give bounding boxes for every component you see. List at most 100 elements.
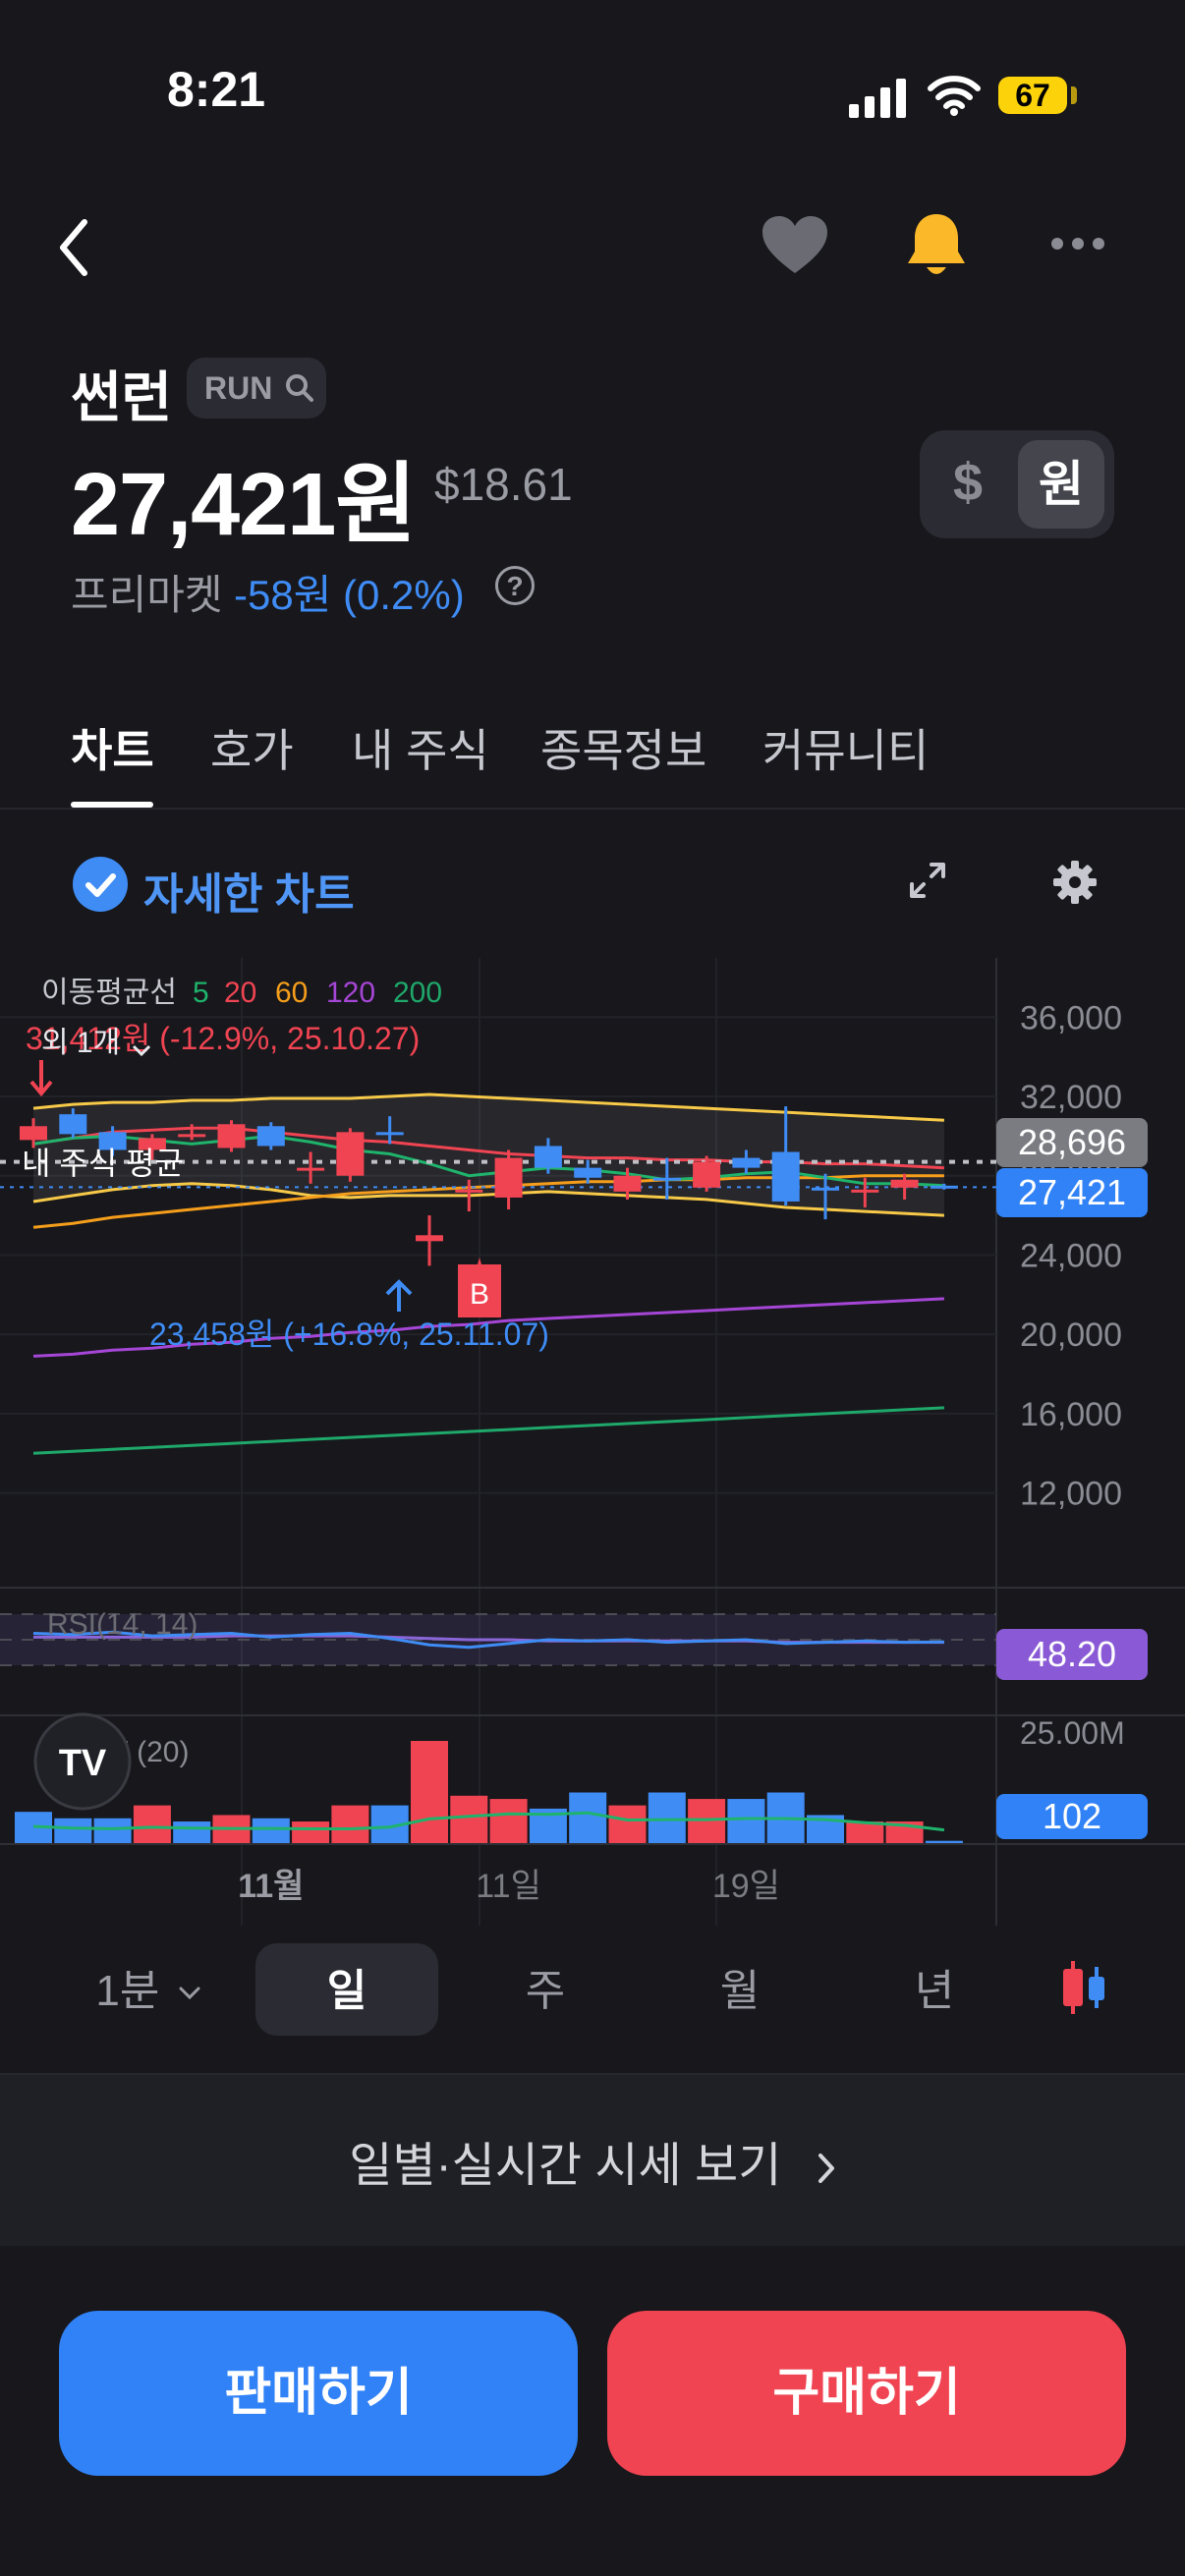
- y-tick-label: 16,000: [1020, 1396, 1122, 1433]
- candle-body: [138, 1138, 166, 1150]
- band-lower-line: [32, 1182, 944, 1217]
- overlay-more-label[interactable]: 외 1개: [41, 1027, 120, 1059]
- buy-button[interactable]: 구매하기: [607, 2311, 1126, 2476]
- timeframe-year[interactable]: 년: [914, 1967, 955, 2015]
- ma-legend-title: 이동평균선: [41, 977, 177, 1009]
- ma-legend-200: 200: [393, 977, 442, 1009]
- current-price-tag: 27,421: [996, 1168, 1148, 1217]
- heart-icon[interactable]: [761, 214, 829, 277]
- timeframe-week[interactable]: 주: [525, 1967, 566, 2015]
- candle-body: [20, 1126, 47, 1141]
- bell-icon[interactable]: [904, 210, 969, 281]
- help-icon[interactable]: ?: [495, 566, 535, 605]
- daily-quotes-link[interactable]: 일별·실시간 시세 보기: [0, 2126, 1185, 2195]
- price-usd: $18.61: [434, 459, 573, 510]
- timeframe-active-bg: [255, 1943, 438, 2036]
- timeframe-minute[interactable]: 1분: [94, 1955, 202, 2018]
- tradingview-logo: TV: [33, 1712, 132, 1811]
- volume-bar: [54, 1818, 92, 1844]
- high-annotation: 31,412원 (-12.9%, 25.10.27): [26, 1021, 420, 1056]
- volume-bar: [411, 1741, 448, 1844]
- check-icon: [85, 873, 116, 897]
- volume-bar: [925, 1840, 963, 1844]
- buy-marker[interactable]: B: [458, 1258, 501, 1317]
- detail-chart-label[interactable]: 자세한 차트: [143, 870, 355, 919]
- ma200-line: [32, 1406, 944, 1455]
- detail-chart-checkbox[interactable]: [73, 857, 128, 912]
- candle-body: [375, 1132, 404, 1136]
- candle-body: [256, 1126, 285, 1147]
- y-tick-label: 36,000: [1020, 999, 1122, 1036]
- timeframe-minute-label: 1분: [95, 1967, 160, 2015]
- candle-body: [494, 1157, 523, 1198]
- tab-stock-info[interactable]: 종목정보: [540, 725, 707, 776]
- candle-body: [613, 1175, 642, 1192]
- volume-bar: [688, 1799, 726, 1844]
- candle-body: [217, 1124, 246, 1148]
- volume-value-tag: 102: [996, 1794, 1148, 1839]
- sell-button[interactable]: 판매하기: [59, 2311, 578, 2476]
- x-tick-label: 11월: [238, 1868, 304, 1905]
- tab-chart[interactable]: 차트: [71, 725, 154, 776]
- daily-quotes-row[interactable]: [0, 2075, 1185, 2246]
- high-arrow-icon: [29, 1060, 53, 1097]
- back-icon[interactable]: [55, 216, 94, 279]
- rsi-label: RSI(14, 14): [47, 1608, 198, 1641]
- currency-dollar-option[interactable]: $: [953, 453, 984, 512]
- price-chart[interactable]: 36,00032,00028,00024,00020,00016,00012,0…: [0, 958, 1185, 1926]
- tradingview-logo-text: TV: [59, 1743, 107, 1784]
- volume-bar: [489, 1799, 528, 1844]
- gear-icon[interactable]: [1051, 859, 1099, 906]
- ma-legend-20: 20: [224, 977, 256, 1009]
- tab-orderbook[interactable]: 호가: [210, 725, 294, 776]
- volume-bar: [846, 1821, 884, 1844]
- volume-bar: [450, 1795, 488, 1844]
- volume-bar: [252, 1818, 290, 1844]
- search-icon: [286, 374, 314, 402]
- status-time: 8:21: [167, 62, 266, 117]
- candle-body: [771, 1151, 800, 1202]
- buy-marker-label: B: [470, 1278, 489, 1311]
- volume-bar: [727, 1799, 765, 1844]
- tab-underline: [71, 802, 153, 808]
- tab-my-stock[interactable]: 내 주식: [352, 725, 489, 776]
- volume-bar: [133, 1805, 171, 1844]
- timeframe-day[interactable]: 일: [326, 1967, 367, 2015]
- y-tick-label: 32,000: [1020, 1079, 1122, 1116]
- battery-indicator: 67: [998, 77, 1067, 114]
- chevron-right-icon: [818, 2154, 834, 2183]
- volume-bar: [569, 1792, 607, 1844]
- candle-body: [416, 1235, 443, 1242]
- expand-icon[interactable]: [908, 861, 947, 900]
- timeframe-month[interactable]: 월: [719, 1967, 761, 2015]
- volume-bar: [292, 1821, 330, 1844]
- volume-axis-label: 25.00M: [1020, 1715, 1125, 1751]
- y-tick-label: 24,000: [1020, 1237, 1122, 1274]
- low-arrow-icon: [385, 1279, 413, 1312]
- overlay-chevron-icon: [132, 1044, 151, 1057]
- candle-body: [534, 1146, 562, 1168]
- wifi-icon: [928, 76, 981, 116]
- volume-ma-line: [32, 1811, 945, 1832]
- premarket-label: 프리마켓: [71, 572, 223, 618]
- currency-won-option[interactable]: 원: [1018, 440, 1104, 529]
- premarket-change: -58원 (0.2%): [234, 572, 465, 618]
- candle-body: [574, 1167, 602, 1178]
- candle-body: [851, 1189, 879, 1193]
- chevron-down-icon: [179, 1987, 200, 2000]
- ticker-chip[interactable]: RUN: [187, 358, 326, 419]
- candle-body: [732, 1157, 761, 1168]
- candle-type-icon[interactable]: [1059, 1959, 1110, 2016]
- candle-body: [297, 1167, 325, 1171]
- ma-legend-120: 120: [326, 977, 375, 1009]
- my-average-label: 내 주식 평균: [22, 1146, 184, 1181]
- candle-body: [693, 1161, 721, 1188]
- daily-quotes-label: 일별·실시간 시세 보기: [349, 2140, 782, 2192]
- band-upper-line: [32, 1092, 944, 1122]
- current-price: 27,421원: [71, 456, 417, 554]
- more-icon[interactable]: [1049, 236, 1106, 252]
- tab-divider: [0, 808, 1185, 810]
- stock-name: 썬런: [71, 366, 173, 428]
- tab-community[interactable]: 커뮤니티: [762, 725, 930, 776]
- volume-bar: [608, 1805, 647, 1844]
